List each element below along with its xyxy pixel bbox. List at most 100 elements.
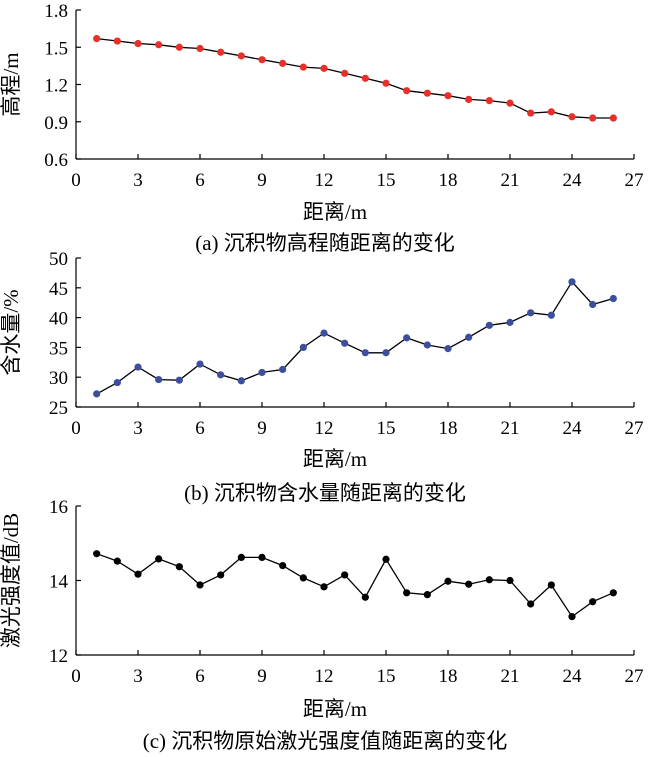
x-axis-title: 距离/m (303, 697, 367, 721)
panel-a-elevation: 0 3 6 9 12 15 18 21 24 27 0.6 0.9 1.2 1.5 1.8 距离/m 高程/m (… (0, 1, 644, 255)
data-point (465, 580, 473, 588)
x-tick-label: 9 (257, 666, 267, 687)
data-point (423, 89, 431, 97)
data-point (237, 553, 245, 562)
data-point (279, 562, 287, 570)
data-point (113, 378, 121, 387)
data-point (155, 41, 163, 49)
data-point (341, 69, 349, 77)
data-point (423, 591, 431, 599)
y-tick-label: 30 (49, 368, 68, 389)
data-point (568, 113, 576, 121)
data-point (196, 581, 204, 589)
data-point (382, 349, 390, 357)
x-tick-label: 21 (501, 418, 520, 439)
data-point (568, 613, 576, 621)
data-point (403, 87, 411, 95)
x-tick-label: 6 (195, 418, 205, 439)
data-point (609, 589, 617, 597)
y-tick-label: 1.8 (44, 1, 68, 22)
data-point (444, 92, 452, 100)
x-tick-label: 18 (439, 170, 458, 191)
data-point (237, 377, 245, 385)
x-tick-label: 24 (563, 666, 583, 687)
data-point (485, 576, 493, 584)
data-point (568, 278, 576, 286)
data-point (527, 309, 535, 317)
data-point (341, 339, 349, 347)
x-tick-label: 27 (625, 170, 644, 191)
data-point (134, 570, 142, 578)
x-tick-label: 15 (377, 666, 396, 687)
x-tick-label: 15 (377, 418, 396, 439)
data-point (609, 294, 617, 303)
data-point (382, 555, 390, 563)
x-tick-label: 3 (133, 170, 143, 191)
y-axis-title: 含水量/% (0, 289, 23, 375)
x-axis-title: 距离/m (303, 200, 367, 224)
data-point (134, 39, 142, 48)
x-tick-label: 3 (133, 418, 143, 439)
data-point (299, 574, 307, 582)
x-tick-label: 15 (377, 170, 396, 191)
data-point (341, 571, 349, 579)
x-tick-label: 0 (71, 666, 81, 687)
y-tick-label: 35 (49, 338, 68, 359)
data-point (361, 74, 369, 82)
x-axis-title: 距离/m (303, 447, 367, 471)
data-point (113, 557, 121, 565)
data-point (279, 59, 287, 67)
data-point (465, 95, 473, 103)
y-tick-label: 14 (49, 572, 69, 593)
y-tick-label: 45 (49, 279, 68, 300)
data-point (279, 365, 287, 374)
x-tick-label: 6 (195, 666, 205, 687)
data-point (547, 108, 555, 116)
data-point (196, 44, 204, 53)
x-tick-label: 27 (625, 418, 644, 439)
data-point (258, 56, 266, 64)
data-point (506, 99, 514, 107)
y-tick-label: 40 (49, 309, 68, 330)
data-point (93, 550, 101, 558)
data-point (444, 577, 452, 585)
data-point (299, 343, 307, 351)
series-line (96, 280, 614, 395)
data-point (196, 360, 204, 368)
data-point (589, 598, 597, 606)
data-point (465, 333, 473, 341)
x-tick-label: 3 (133, 666, 143, 687)
data-point (217, 371, 225, 379)
x-tick-label: 9 (257, 418, 267, 439)
x-tick-label: 27 (625, 666, 644, 687)
data-point (93, 390, 101, 398)
x-tick-label: 18 (439, 418, 458, 439)
x-tick-label: 12 (315, 418, 334, 439)
x-tick-label: 12 (315, 170, 334, 191)
data-point (237, 52, 245, 60)
data-point (547, 581, 555, 589)
data-point (527, 109, 535, 117)
series-line (96, 553, 614, 618)
panel-caption: (b) 沉积物含水量随距离的变化 (184, 481, 466, 505)
y-tick-label: 16 (49, 497, 68, 518)
x-tick-label: 21 (501, 170, 520, 191)
data-point (175, 376, 183, 384)
data-point (506, 576, 514, 585)
data-point (320, 64, 328, 72)
y-axis-title: 激光强度值/dB (0, 513, 23, 648)
x-tick-label: 21 (501, 666, 520, 687)
panel-caption: (c) 沉积物原始激光强度值随距离的变化 (143, 729, 508, 753)
data-point (155, 555, 163, 563)
panel-caption: (a) 沉积物高程随距离的变化 (195, 231, 455, 255)
data-point (527, 600, 535, 608)
y-tick-label: 0.6 (44, 150, 68, 171)
data-point (217, 48, 225, 56)
y-tick-label: 1.5 (44, 38, 68, 59)
data-point (361, 593, 369, 601)
x-tick-label: 6 (195, 170, 205, 191)
data-point (589, 114, 597, 122)
data-point (320, 583, 328, 591)
data-point (547, 311, 555, 319)
